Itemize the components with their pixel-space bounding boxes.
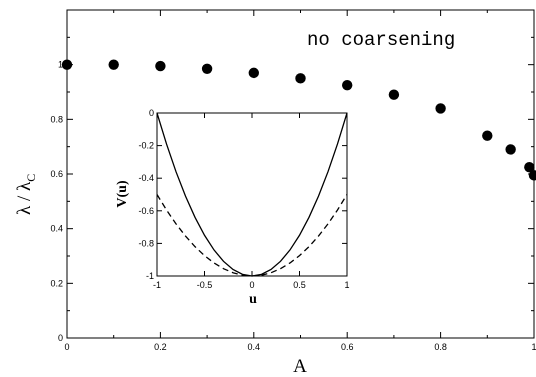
main-ticks [66,10,535,339]
inset-y-tick-label: -0.2 [138,141,154,151]
x-tick-label: 0.2 [154,342,167,352]
x-axis-title: A [293,356,307,377]
annotation-no-coarsening: no coarsening [307,29,455,51]
main-data-points [61,59,536,181]
x-tick-label: 0.4 [248,342,261,352]
y-tick-label: 0.2 [50,278,63,288]
data-point [155,60,166,72]
y-tick-label: 0 [58,333,63,343]
inset-x-tick-label: -0.5 [197,280,213,290]
inset-y-tick-label: 0 [149,108,154,118]
inset-y-tick-label: -1 [146,271,154,281]
inset-x-tick-label: 1 [344,280,349,290]
inset-background [157,113,347,276]
data-point [482,130,493,141]
inset-x-tick-label: -1 [153,280,161,290]
x-tick-label: 0.6 [341,342,354,352]
inset-tick-labels: -1 -0.5 0 0.5 1 0 -0.2 -0.4 -0.6 -0.8 -1 [138,108,349,290]
data-point [61,59,73,70]
y-tick-label: 1 [58,60,63,70]
data-point [505,144,516,155]
y-tick-label: 0.4 [50,224,63,234]
y-axis-title: λ / λC [14,174,38,215]
inset-x-axis-title: u [249,292,257,307]
data-point [248,67,259,79]
inset-y-axis-title: V(u) [115,180,130,208]
data-point [201,63,213,74]
data-point [388,89,400,100]
data-point [528,170,536,181]
y-tick-label: 0.8 [50,114,63,124]
inset-x-tick-label: 0.5 [293,280,306,290]
y-tick-label: 0.6 [50,169,63,179]
data-point [435,103,446,114]
inset-y-tick-label: -0.6 [138,206,154,216]
main-plot: 0 0.2 0.4 0.6 0.8 1 0 0.2 0.4 0.6 0.8 1 no coarseni… [14,9,536,377]
data-point [108,59,119,70]
inset-ticks [156,112,348,277]
inset-y-tick-label: -0.4 [138,173,154,183]
y-axis-title-subscript: C [24,174,38,182]
x-tick-label: 0.8 [434,342,447,352]
inset-y-tick-label: -0.8 [138,238,154,248]
y-axis-title-main: λ / λ [14,181,35,215]
data-point [295,73,306,84]
inset-plot: -1 -0.5 0 0.5 1 0 -0.2 -0.4 -0.6 -0.8 -1 u V(u) [115,108,350,307]
inset-x-tick-label: 0 [249,280,254,290]
x-tick-label: 1 [531,342,536,352]
x-tick-label: 0 [64,342,69,352]
main-tick-labels: 0 0.2 0.4 0.6 0.8 1 0 0.2 0.4 0.6 0.8 1 [50,60,536,352]
data-point [342,79,353,91]
data-point [524,161,535,173]
